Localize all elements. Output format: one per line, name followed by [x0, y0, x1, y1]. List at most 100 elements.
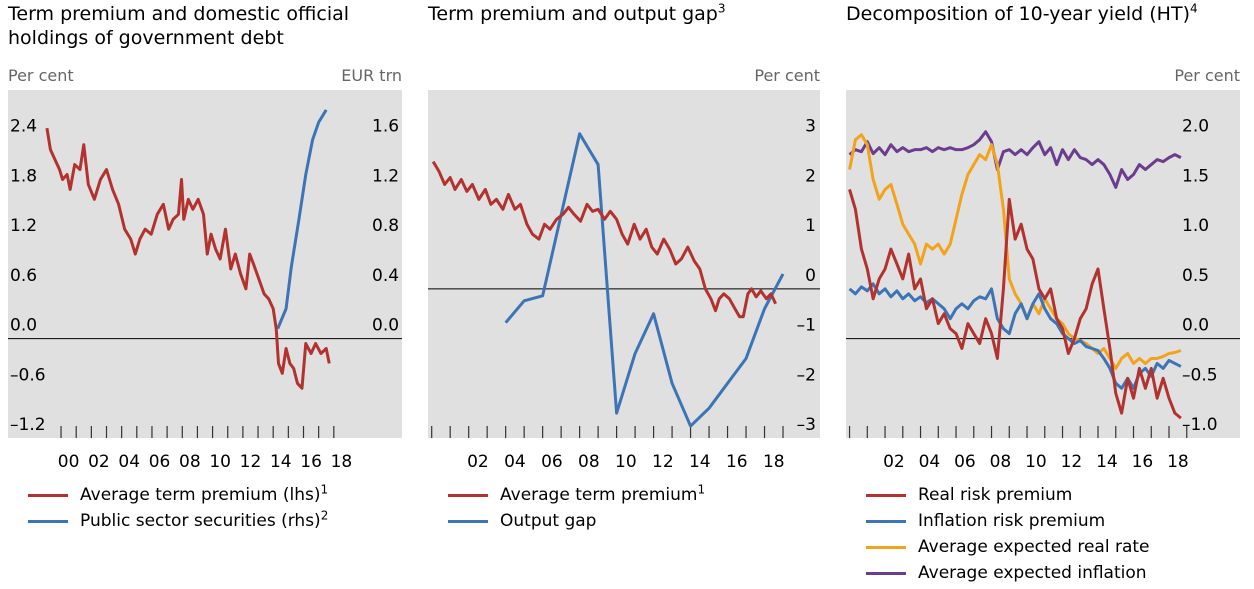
- x-tick-label: 08: [179, 452, 201, 472]
- legend-label: Average term premium (lhs): [80, 485, 321, 505]
- x-tick-label: 10: [615, 452, 637, 472]
- x-tick-label: 06: [149, 452, 171, 472]
- x-tick-label: 12: [1061, 452, 1083, 472]
- series-line: [848, 189, 1182, 420]
- legend-entry: Average term premium1: [500, 482, 706, 506]
- plot-background: [428, 90, 820, 438]
- series-line: [504, 132, 785, 428]
- y-tick-label: –0.5: [1182, 365, 1218, 385]
- y-tick-label: –1.0: [1182, 415, 1218, 435]
- legend-swatch: [448, 494, 488, 497]
- x-tick-label: 10: [209, 452, 231, 472]
- x-tick-label: 18: [763, 452, 785, 472]
- chart-title: Term premium and output gap3: [428, 2, 818, 26]
- series-line: [276, 109, 328, 330]
- title-text: Decomposition of 10-year yield (HT): [846, 3, 1190, 25]
- y-tick-label: 2.0: [1182, 117, 1209, 137]
- x-tick-label: 04: [118, 452, 140, 472]
- x-tick-label: 12: [652, 452, 674, 472]
- legend-swatch: [866, 494, 906, 497]
- series-line: [848, 130, 1182, 189]
- legend-entry: Average expected real rate: [918, 536, 1150, 558]
- y-tick-label: 1: [805, 216, 816, 236]
- legend-label: Average term premium: [500, 485, 698, 505]
- y-tick-label: 1.0: [1182, 216, 1209, 236]
- legend-entry: Output gap: [500, 510, 596, 532]
- legend-note: 1: [697, 482, 706, 497]
- y-tick-label: 1.2: [10, 216, 37, 236]
- y-tick-label: 2.4: [10, 117, 37, 137]
- y-tick-label: 2: [805, 166, 816, 186]
- legend-swatch: [866, 546, 906, 549]
- series-line: [848, 133, 1182, 370]
- x-tick-label: 14: [1096, 452, 1118, 472]
- y-tick-label: –3: [797, 415, 816, 435]
- y-tick-label: 0.0: [1182, 316, 1209, 336]
- legend-note: 2: [320, 508, 329, 523]
- y-tick-label: 3: [805, 117, 816, 137]
- x-tick-label: 06: [954, 452, 976, 472]
- x-tick-label: 14: [270, 452, 292, 472]
- x-tick-label: 16: [726, 452, 748, 472]
- x-tick-label: 10: [1025, 452, 1047, 472]
- chart-title: Term premium and domestic official holdi…: [8, 2, 378, 50]
- y2-axis-label: EUR trn: [341, 66, 402, 85]
- y-tick-label: 0.4: [372, 266, 399, 286]
- x-tick-label: 18: [331, 452, 353, 472]
- y-tick-label: 0.0: [372, 316, 399, 336]
- x-tick-label: 02: [88, 452, 110, 472]
- x-tick-label: 18: [1167, 452, 1189, 472]
- x-tick-label: 16: [300, 452, 322, 472]
- legend-note: 1: [320, 482, 329, 497]
- y-tick-label: –1: [797, 316, 816, 336]
- x-tick-label: 00: [58, 452, 80, 472]
- legend-swatch: [28, 520, 68, 523]
- series-line: [45, 127, 331, 390]
- legend-label: Average expected inflation: [918, 563, 1147, 583]
- y-tick-label: 1.8: [10, 166, 37, 186]
- legend-swatch: [866, 520, 906, 523]
- y-tick-label: 1.5: [1182, 166, 1209, 186]
- y-tick-label: 0.8: [372, 216, 399, 236]
- x-tick-label: 14: [689, 452, 711, 472]
- legend-entry: Inflation risk premium: [918, 510, 1105, 532]
- legend-label: Output gap: [500, 511, 597, 531]
- title-text: Term premium and output gap: [428, 3, 718, 25]
- y-tick-label: 0.0: [10, 316, 37, 336]
- x-tick-label: 08: [578, 452, 600, 472]
- x-tick-label: 12: [240, 452, 262, 472]
- title-note: 3: [717, 1, 726, 16]
- y-axis-label: Per cent: [8, 66, 74, 85]
- x-tick-label: 02: [883, 452, 905, 472]
- x-tick-label: 02: [467, 452, 489, 472]
- x-tick-label: 08: [990, 452, 1012, 472]
- x-tick-label: 06: [541, 452, 563, 472]
- legend-swatch: [448, 520, 488, 523]
- series-line: [431, 160, 777, 319]
- y-axis-label: Per cent: [754, 66, 820, 85]
- y-tick-label: –0.6: [10, 365, 46, 385]
- legend-label: Average expected real rate: [918, 537, 1150, 557]
- y-tick-label: –2: [797, 365, 816, 385]
- y-axis-label: Per cent: [1174, 66, 1240, 85]
- y-tick-label: 0.6: [10, 266, 37, 286]
- plot-background: [8, 90, 402, 438]
- y-tick-label: –1.2: [10, 415, 46, 435]
- title-text: Term premium and domestic official holdi…: [8, 3, 350, 49]
- legend-entry: Average expected inflation: [918, 562, 1147, 584]
- x-tick-label: 16: [1132, 452, 1154, 472]
- legend-swatch: [28, 494, 68, 497]
- title-note: 4: [1190, 1, 1198, 16]
- chart-title: Decomposition of 10-year yield (HT)4: [846, 2, 1246, 26]
- y-tick-label: 1.2: [372, 166, 399, 186]
- legend-entry: Public sector securities (rhs)2: [80, 508, 329, 532]
- y-tick-label: 0: [805, 266, 816, 286]
- legend-label: Inflation risk premium: [918, 511, 1106, 531]
- legend-entry: Average term premium (lhs)1: [80, 482, 329, 506]
- legend-swatch: [866, 572, 906, 575]
- y-tick-label: 1.6: [372, 117, 399, 137]
- legend-label: Real risk premium: [918, 485, 1073, 505]
- x-tick-label: 04: [504, 452, 526, 472]
